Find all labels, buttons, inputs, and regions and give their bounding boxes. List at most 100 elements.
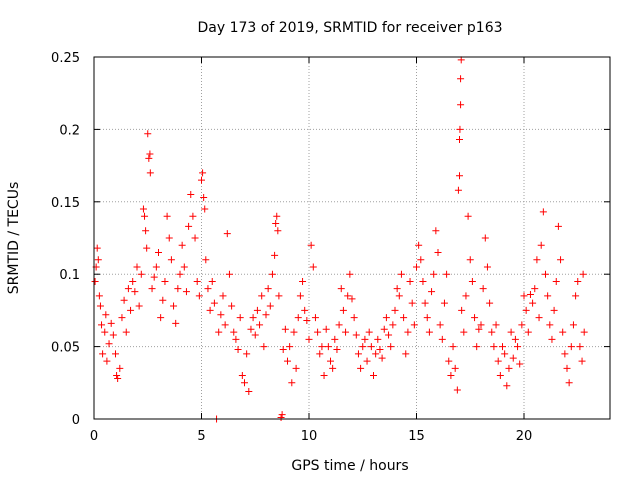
data-point: [228, 302, 236, 310]
data-point: [451, 364, 459, 372]
data-point: [279, 345, 287, 353]
data-point: [204, 285, 212, 293]
data-point: [387, 343, 395, 351]
data-point: [479, 285, 487, 293]
data-point: [253, 306, 261, 314]
data-point: [428, 288, 436, 296]
data-point: [294, 314, 302, 322]
data-point: [199, 169, 207, 177]
data-point: [335, 321, 343, 329]
data-point: [559, 328, 567, 336]
data-point: [535, 314, 543, 322]
data-point: [434, 248, 442, 256]
data-point: [454, 186, 462, 194]
data-point: [178, 241, 186, 249]
data-point: [539, 208, 547, 216]
data-point: [292, 364, 300, 372]
data-point: [129, 277, 137, 285]
data-point: [94, 256, 102, 264]
data-point: [182, 288, 190, 296]
x-tick-label: 0: [90, 429, 98, 444]
data-point: [163, 212, 171, 220]
data-point: [563, 364, 571, 372]
data-point: [492, 321, 500, 329]
data-point: [148, 285, 156, 293]
data-point: [157, 314, 165, 322]
data-point: [359, 343, 367, 351]
data-point: [198, 176, 205, 184]
data-point: [352, 331, 360, 339]
data-point: [550, 306, 558, 314]
data-point: [520, 292, 528, 300]
data-point: [174, 285, 182, 293]
data-point: [118, 314, 126, 322]
data-point: [274, 227, 282, 235]
data-point: [288, 379, 296, 387]
data-point: [172, 319, 180, 327]
data-point: [238, 372, 246, 380]
data-point: [278, 411, 286, 419]
data-point: [561, 350, 569, 358]
data-point: [372, 350, 380, 358]
data-point: [346, 270, 354, 278]
data-point: [139, 205, 147, 213]
data-point: [457, 75, 465, 83]
data-point: [443, 270, 451, 278]
data-point: [544, 292, 552, 300]
data-point: [296, 292, 304, 300]
data-point: [159, 296, 167, 304]
data-point: [580, 328, 588, 336]
data-point: [344, 292, 352, 300]
data-point: [342, 328, 350, 336]
data-point: [122, 328, 130, 336]
data-point: [417, 256, 425, 264]
data-point: [374, 335, 382, 343]
data-point: [131, 288, 139, 296]
data-point: [112, 350, 119, 358]
data-point: [481, 234, 489, 242]
data-point: [234, 345, 242, 353]
data-point: [318, 343, 326, 351]
x-tick-label: 5: [197, 429, 205, 444]
data-point: [466, 256, 474, 264]
data-point: [477, 321, 485, 329]
data-point: [395, 292, 403, 300]
data-point: [514, 343, 522, 351]
data-point: [350, 314, 358, 322]
data-point: [457, 56, 465, 64]
y-axis-label: SRMTID / TECUs: [6, 182, 22, 295]
data-point: [462, 292, 470, 300]
data-point: [397, 270, 405, 278]
data-point: [430, 270, 438, 278]
data-point: [150, 273, 158, 281]
data-point: [348, 295, 356, 303]
data-point: [113, 372, 121, 380]
data-point: [320, 372, 328, 380]
data-point: [331, 335, 339, 343]
data-point: [518, 321, 526, 329]
data-point: [219, 292, 227, 300]
data-point: [471, 314, 479, 322]
data-point: [223, 230, 231, 238]
data-point: [201, 205, 209, 213]
x-tick-label: 15: [408, 429, 425, 444]
data-point: [307, 241, 315, 249]
data-point: [557, 256, 565, 264]
data-point: [314, 328, 322, 336]
data-point: [494, 357, 502, 365]
data-points: [91, 56, 588, 423]
data-point: [114, 374, 122, 382]
data-point: [524, 328, 532, 336]
data-point: [243, 350, 251, 358]
data-point: [436, 321, 444, 329]
data-point: [271, 251, 279, 259]
grid-lines: [93, 56, 610, 420]
data-point: [567, 343, 575, 351]
data-point: [488, 328, 496, 336]
y-tick-label: 0: [72, 413, 80, 428]
data-point: [496, 372, 504, 380]
data-point: [256, 321, 264, 329]
data-point: [542, 270, 549, 278]
data-point: [189, 212, 197, 220]
data-point: [404, 328, 412, 336]
